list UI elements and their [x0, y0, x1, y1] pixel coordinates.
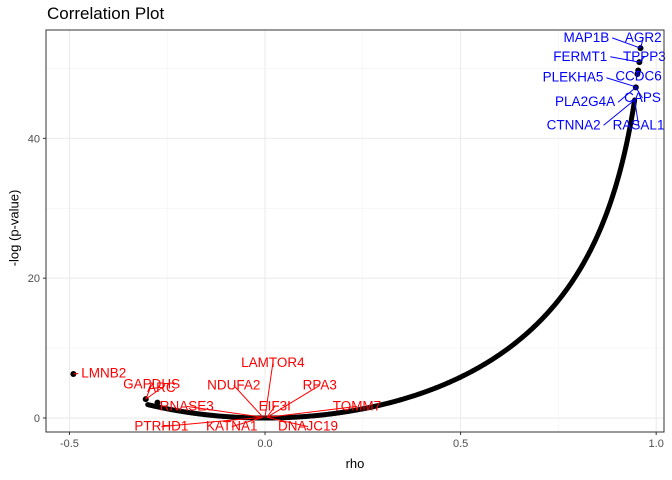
label-connector: [603, 99, 635, 126]
grid-lines: [46, 30, 664, 432]
data-curve: [145, 97, 638, 421]
gene-label-pla2g4a: PLA2G4A: [555, 94, 615, 109]
gene-label-rpa3: RPA3: [303, 377, 337, 392]
label-connector: [638, 56, 645, 63]
label-connector: [266, 384, 321, 418]
y-tick-label: 20: [28, 273, 40, 285]
gene-label-lamtor4: LAMTOR4: [241, 355, 305, 370]
gene-label-map1b: MAP1B: [563, 30, 609, 45]
chart-title: Correlation Plot: [47, 4, 165, 23]
gene-label-ptrhd1: PTRHD1: [134, 419, 188, 434]
label-connector: [186, 405, 264, 418]
label-connector: [640, 37, 644, 49]
axes: -0.5 0.0 0.5 1.0 0 20 40: [28, 29, 665, 450]
x-tick-label: 0.0: [257, 438, 272, 450]
label-connector: [266, 406, 276, 418]
label-connector: [612, 37, 641, 49]
label-connector: [145, 384, 153, 400]
gene-label-plekha5: PLEKHA5: [543, 70, 604, 85]
gene-label-katna1: KATNA1: [206, 419, 258, 434]
curve-path: [145, 97, 638, 421]
label-connector: [266, 405, 358, 418]
gene-label-arc: ARC: [147, 380, 176, 395]
gene-label-fermt1: FERMT1: [553, 49, 607, 64]
gene-label-ctnna2: CTNNA2: [547, 117, 601, 132]
label-connector: [606, 77, 638, 88]
data-point: [154, 399, 161, 406]
gene-label-ccdc6: CCDC6: [615, 68, 662, 83]
label-connector: [617, 86, 637, 103]
y-tick-label: 0: [34, 413, 40, 425]
gene-label-gapdhs: GAPDHS: [123, 377, 180, 392]
gene-label-lmnb2: LMNB2: [81, 365, 126, 380]
x-tick-label: -0.5: [60, 438, 79, 450]
label-connector: [610, 56, 640, 63]
label-connector: [233, 385, 264, 418]
panel-border: [45, 29, 665, 433]
gene-label-caps: CAPS: [624, 90, 661, 105]
gene-label-tppp3: TPPP3: [623, 49, 666, 64]
gene-labels: MAP1B AGR2 TPPP3 FERMT1 CCDC6 PLEKHA5 CAPS PLA2…: [73, 30, 666, 434]
label-connector: [161, 416, 264, 428]
x-tick-label: 0.5: [453, 438, 468, 450]
label-connector: [266, 416, 309, 428]
label-connector: [145, 387, 162, 400]
x-axis-label: rho: [345, 456, 365, 471]
label-connector: [264, 362, 274, 418]
y-tick-label: 40: [28, 133, 40, 145]
label-connector: [634, 99, 640, 126]
gene-label-eif3i: EIF3I: [259, 398, 291, 413]
gene-label-tomm7: TOMM7: [333, 398, 382, 413]
gene-label-rnase3: RNASE3: [160, 398, 214, 413]
label-connector: [73, 372, 79, 375]
label-connector: [635, 87, 643, 99]
gene-label-ndufa2: NDUFA2: [207, 377, 260, 392]
gene-label-dnajc19: DNAJC19: [278, 419, 338, 434]
x-tick-label: 1.0: [649, 438, 664, 450]
gene-label-rasal1: RASAL1: [613, 117, 665, 132]
gene-label-agr2: AGR2: [625, 30, 662, 45]
label-connector: [231, 416, 264, 428]
